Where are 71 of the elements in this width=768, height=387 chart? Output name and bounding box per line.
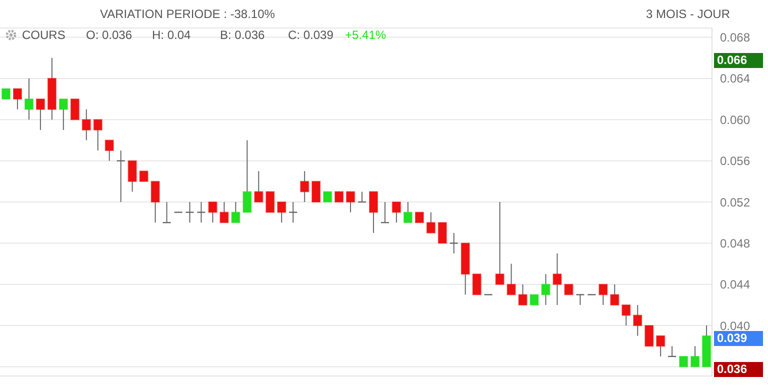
candlestick bbox=[82, 108, 91, 141]
annotation: O: 0.036 bbox=[86, 28, 132, 42]
candlestick bbox=[552, 252, 562, 306]
annotation: B: 0.036 bbox=[220, 28, 265, 42]
y-tick-label: 0.068 bbox=[720, 30, 750, 45]
candlestick bbox=[576, 294, 585, 306]
y-tick-label: 0.052 bbox=[720, 195, 750, 210]
candlestick bbox=[530, 294, 539, 306]
candlestick bbox=[300, 170, 310, 202]
candlestick bbox=[2, 88, 10, 100]
candlestick bbox=[403, 202, 412, 224]
candlestick bbox=[231, 202, 240, 224]
candlestick bbox=[242, 140, 252, 213]
candlestick bbox=[438, 222, 447, 244]
candlestick bbox=[36, 98, 45, 130]
candlestick bbox=[58, 98, 68, 130]
y-tick-label: 0.060 bbox=[720, 112, 750, 127]
text: 0.039 bbox=[714, 330, 763, 346]
text: 0.036 bbox=[714, 362, 763, 377]
candlestick bbox=[564, 284, 574, 296]
candlestick bbox=[150, 180, 160, 224]
candlestick bbox=[426, 212, 436, 234]
candlestick bbox=[506, 263, 516, 296]
candlestick bbox=[277, 202, 286, 224]
candlestick bbox=[633, 304, 642, 336]
candlestick bbox=[656, 335, 666, 357]
y-tick-label: 0.044 bbox=[720, 278, 750, 292]
candlestick bbox=[266, 191, 275, 213]
candlestick bbox=[622, 304, 631, 326]
y-tick-label: 0.048 bbox=[720, 236, 750, 250]
candlestick bbox=[610, 284, 620, 306]
candlestick bbox=[208, 202, 218, 224]
candlestick bbox=[12, 88, 22, 110]
candlestick bbox=[368, 191, 378, 234]
candlestick bbox=[323, 191, 332, 202]
candlestick bbox=[346, 191, 356, 213]
candlestick bbox=[196, 202, 206, 224]
candlestick bbox=[104, 140, 114, 162]
y-tick-label: 0.056 bbox=[720, 154, 750, 168]
candlestick bbox=[472, 274, 482, 296]
candlestick bbox=[93, 119, 102, 152]
text: 0.066 bbox=[714, 52, 763, 68]
candlestick bbox=[644, 325, 654, 347]
candlestick bbox=[128, 160, 137, 192]
candlestick bbox=[139, 170, 148, 182]
y-tick-label: 0.064 bbox=[720, 72, 750, 86]
candlestick bbox=[690, 346, 700, 368]
candlestick bbox=[312, 180, 321, 202]
candlestick bbox=[449, 232, 458, 254]
annotation: H: 0.04 bbox=[152, 28, 191, 42]
candlestick bbox=[392, 202, 401, 224]
candlestick bbox=[541, 274, 550, 306]
annotation: COURS bbox=[22, 28, 66, 42]
candlestick bbox=[598, 284, 608, 306]
candlestick bbox=[70, 98, 80, 120]
candlestick bbox=[414, 212, 424, 224]
candlestick bbox=[679, 356, 688, 368]
candlestick bbox=[185, 202, 194, 224]
candlestick bbox=[495, 202, 504, 285]
candlestick bbox=[220, 202, 229, 224]
annotation: C: 0.039 bbox=[288, 28, 334, 42]
text: 3 MOIS - JOUR bbox=[646, 7, 730, 21]
candlestick bbox=[116, 150, 126, 202]
candlestick bbox=[334, 191, 344, 202]
y-tick-label: 0.040 bbox=[720, 318, 750, 333]
annotation: +5.41% bbox=[345, 28, 386, 42]
candlestick bbox=[288, 202, 298, 224]
candlestick bbox=[518, 284, 528, 306]
candlestick bbox=[254, 170, 264, 202]
chart-subtitle: VARIATION PERIODE : -38.10% bbox=[100, 7, 275, 21]
candlestick bbox=[24, 78, 34, 120]
